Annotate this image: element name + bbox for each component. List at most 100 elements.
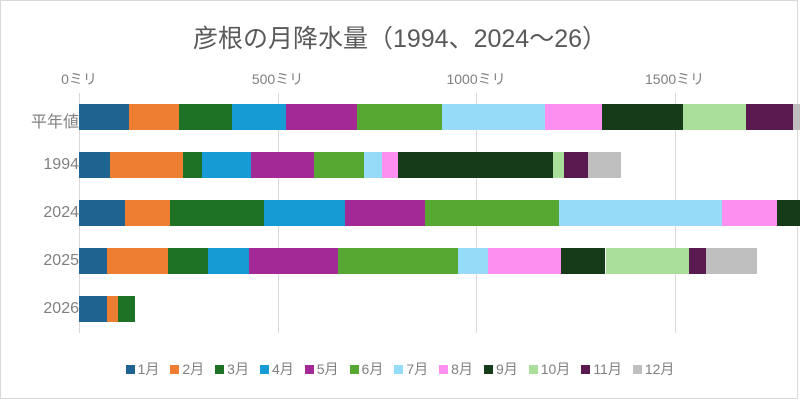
bar-segment-平年値-2月[interactable] <box>129 104 180 130</box>
bar-segment-1994-7月[interactable] <box>364 152 382 178</box>
bar-segment-平年値-10月[interactable] <box>682 104 747 130</box>
legend-item-8月[interactable]: 8月 <box>439 359 473 379</box>
bar-row <box>79 104 800 130</box>
bar-row <box>79 200 800 226</box>
bar-segment-2025-2月[interactable] <box>107 248 168 274</box>
bar-segment-2025-5月[interactable] <box>248 248 338 274</box>
legend-swatch-icon-2月 <box>170 364 180 374</box>
legend-item-5月[interactable]: 5月 <box>304 359 339 379</box>
bar-segment-平年値-8月[interactable] <box>545 104 602 130</box>
bar-segment-平年値-1月[interactable] <box>79 104 130 130</box>
bar-segment-1994-1月[interactable] <box>79 152 110 178</box>
bar-segment-平年値-6月[interactable] <box>357 104 443 130</box>
category-label-2025: 2025 <box>43 252 79 269</box>
bar-segment-2026-2月[interactable] <box>107 296 118 322</box>
bar-segment-2024-1月[interactable] <box>79 200 126 226</box>
legend-label: 5月 <box>316 361 339 377</box>
legend-item-10月[interactable]: 10月 <box>528 359 571 379</box>
bar-segment-1994-12月[interactable] <box>588 152 621 178</box>
legend-swatch-icon-9月 <box>483 364 493 374</box>
bar-segment-2024-9月[interactable] <box>777 200 800 226</box>
legend-item-3月[interactable]: 3月 <box>215 359 249 379</box>
legend-label: 4月 <box>271 361 294 377</box>
bar-segment-平年値-5月[interactable] <box>285 104 358 130</box>
legend-label: 1月 <box>137 361 160 377</box>
legend-swatch-icon-10月 <box>528 364 538 374</box>
bar-segment-1994-3月[interactable] <box>183 152 203 178</box>
bar-row <box>79 248 757 274</box>
legend-swatch-icon-11月 <box>581 364 591 374</box>
chart-title: 彦根の月降水量（1994、2024〜26） <box>192 25 608 53</box>
legend-swatch-icon-8月 <box>439 364 449 374</box>
x-tick-label: 0ミリ <box>61 71 97 87</box>
legend-item-4月[interactable]: 4月 <box>259 359 294 379</box>
legend-swatch-icon-1月 <box>125 364 135 374</box>
x-tick-label: 1000ミリ <box>446 71 506 87</box>
legend-label: 9月 <box>495 361 518 377</box>
category-label-平年値: 平年値 <box>30 114 79 131</box>
legend-item-6月[interactable]: 6月 <box>349 359 384 379</box>
bar-segment-2024-6月[interactable] <box>424 200 559 226</box>
bar-segment-2024-2月[interactable] <box>125 200 170 226</box>
bar-segment-2025-10月[interactable] <box>605 248 690 274</box>
bar-segment-1994-8月[interactable] <box>381 152 398 178</box>
bar-segment-2024-8月[interactable] <box>721 200 778 226</box>
bar-segment-2025-4月[interactable] <box>208 248 249 274</box>
x-tick-label: 500ミリ <box>251 71 304 87</box>
bar-segment-平年値-7月[interactable] <box>442 104 546 130</box>
bar-segment-2025-3月[interactable] <box>167 248 209 274</box>
legend-item-11月[interactable]: 11月 <box>581 359 622 379</box>
bar-segment-2024-3月[interactable] <box>169 200 265 226</box>
bar-row <box>79 152 754 178</box>
bar-segment-2025-7月[interactable] <box>458 248 488 274</box>
chart-legend: 1月 2月 3月 4月 5月 6月 7月 8月 9月 10月 11月 12月 <box>1 359 799 379</box>
legend-label: 11月 <box>593 361 622 377</box>
legend-label: 10月 <box>540 361 571 377</box>
bar-segment-2025-8月[interactable] <box>487 248 562 274</box>
category-label-1994: 1994 <box>43 156 79 173</box>
legend-swatch-icon-7月 <box>394 364 404 374</box>
legend-item-7月[interactable]: 7月 <box>394 359 428 379</box>
category-label-2026: 2026 <box>43 300 79 317</box>
bar-segment-2025-11月[interactable] <box>689 248 706 274</box>
bar-segment-平年値-11月[interactable] <box>746 104 793 130</box>
legend-label: 12月 <box>644 361 675 377</box>
bar-segment-1994-11月[interactable] <box>563 152 589 178</box>
bar-segment-2026-3月[interactable] <box>117 296 136 322</box>
legend-swatch-icon-12月 <box>632 364 642 374</box>
bar-segment-2025-1月[interactable] <box>79 248 108 274</box>
legend-item-12月[interactable]: 12月 <box>632 359 675 379</box>
legend-item-9月[interactable]: 9月 <box>483 359 518 379</box>
bar-segment-2024-7月[interactable] <box>558 200 722 226</box>
bar-segment-1994-2月[interactable] <box>109 152 184 178</box>
bar-segment-平年値-12月[interactable] <box>792 104 800 130</box>
x-axis-tick-labels: 0ミリ 500ミリ 1000ミリ 1500ミリ <box>61 1 754 93</box>
bar-segment-2026-1月[interactable] <box>79 296 108 322</box>
legend-label: 3月 <box>227 361 249 377</box>
bar-segment-平年値-9月[interactable] <box>601 104 683 130</box>
bar-segment-2025-6月[interactable] <box>337 248 459 274</box>
legend-label: 2月 <box>182 361 205 377</box>
legend-swatch-icon-6月 <box>349 364 359 374</box>
bar-segment-1994-4月[interactable] <box>202 152 251 178</box>
bar-segment-2024-4月[interactable] <box>264 200 346 226</box>
legend-swatch-icon-3月 <box>215 364 225 374</box>
bar-segment-2024-5月[interactable] <box>345 200 425 226</box>
legend-label: 6月 <box>361 361 384 377</box>
bar-segment-平年値-4月[interactable] <box>231 104 286 130</box>
bar-segment-平年値-3月[interactable] <box>179 104 232 130</box>
legend-item-2月[interactable]: 2月 <box>170 359 204 379</box>
bar-segment-1994-10月[interactable] <box>553 152 564 178</box>
legend-swatch-icon-5月 <box>304 364 314 374</box>
bar-segment-2025-9月[interactable] <box>561 248 606 274</box>
bar-segment-1994-6月[interactable] <box>314 152 365 178</box>
y-axis-category-labels: 平年値 1994 2024 2025 2026 <box>1 93 791 333</box>
legend-label: 7月 <box>406 361 429 377</box>
x-tick-label: 1500ミリ <box>645 71 705 87</box>
legend-item-1月[interactable]: 1月 <box>125 359 160 379</box>
bar-segment-1994-9月[interactable] <box>397 152 554 178</box>
bar-segment-1994-5月[interactable] <box>250 152 315 178</box>
bar-segment-2025-12月[interactable] <box>705 248 757 274</box>
legend-swatch-icon-4月 <box>259 364 269 374</box>
